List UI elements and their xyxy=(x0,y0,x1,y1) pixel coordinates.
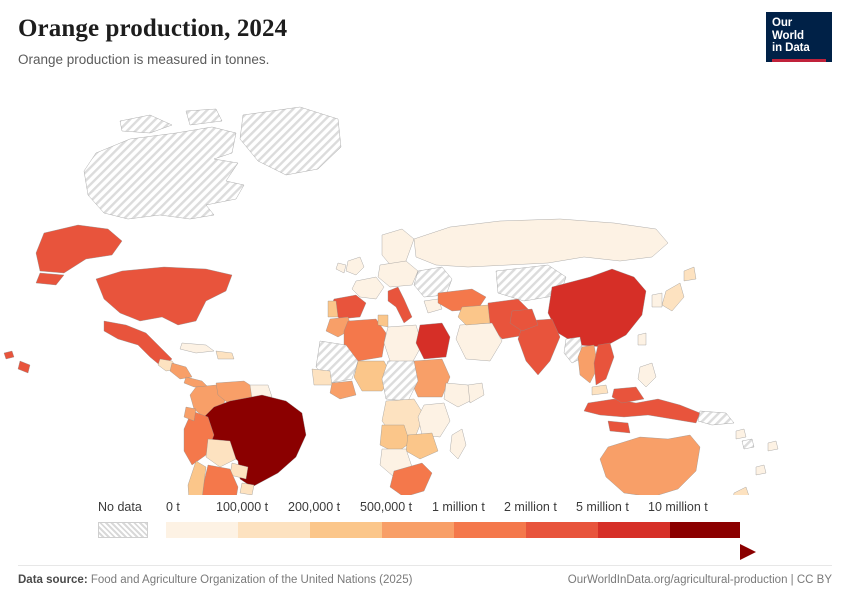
country-germany-poland[interactable] xyxy=(377,260,419,288)
country-algeria[interactable] xyxy=(343,318,387,362)
page-title: Orange production, 2024 xyxy=(18,15,288,42)
legend-label-3: 500,000 t xyxy=(360,500,413,514)
country-costa-rica-panama[interactable] xyxy=(183,376,209,388)
country-india[interactable] xyxy=(517,318,561,376)
country-madagascar[interactable] xyxy=(449,428,467,460)
legend-swatch-5[interactable] xyxy=(526,522,598,538)
page-subtitle: Orange production is measured in tonnes. xyxy=(18,52,270,67)
country-angola[interactable] xyxy=(379,424,411,454)
world-map[interactable] xyxy=(0,95,850,495)
country-pacific-islands-west[interactable] xyxy=(3,350,31,374)
country-thailand[interactable] xyxy=(577,344,599,384)
country-ghana-ivory-coast[interactable] xyxy=(329,380,357,400)
country-png[interactable] xyxy=(697,410,735,426)
country-ecuador[interactable] xyxy=(183,406,197,422)
country-ethiopia[interactable] xyxy=(443,382,475,408)
country-saudi-arabia[interactable] xyxy=(455,322,503,362)
legend-swatch-6[interactable] xyxy=(598,522,670,538)
country-bolivia[interactable] xyxy=(205,438,237,468)
legend-label-1: 100,000 t xyxy=(216,500,269,514)
country-united-states[interactable] xyxy=(35,224,233,326)
chart-footer: Data source: Food and Agriculture Organi… xyxy=(18,574,832,586)
country-somalia[interactable] xyxy=(467,382,485,404)
country-pacific-islands-east[interactable] xyxy=(735,428,779,476)
country-canada[interactable] xyxy=(83,108,245,220)
data-source: Data source: Food and Agriculture Organi… xyxy=(18,574,412,586)
legend-label-no-data: No data xyxy=(98,500,142,514)
legend-swatch-1[interactable] xyxy=(238,522,310,538)
country-zambia-zimbabwe[interactable] xyxy=(405,432,439,460)
country-libya[interactable] xyxy=(383,324,423,364)
country-honduras-nicaragua[interactable] xyxy=(169,362,193,380)
country-malaysia[interactable] xyxy=(591,384,609,396)
logo-accent-bar xyxy=(772,58,826,62)
country-uruguay[interactable] xyxy=(239,482,255,495)
country-greenland[interactable] xyxy=(239,106,342,176)
country-tunisia[interactable] xyxy=(377,314,389,328)
footer-divider xyxy=(18,565,832,566)
data-source-value: Food and Agriculture Organization of the… xyxy=(87,574,413,586)
legend-label-0: 0 t xyxy=(166,500,180,514)
country-south-africa[interactable] xyxy=(389,462,433,495)
country-japan[interactable] xyxy=(661,266,697,312)
country-cuba[interactable] xyxy=(179,342,215,354)
data-source-label: Data source: xyxy=(18,574,88,586)
legend-label-5: 2 million t xyxy=(504,500,557,514)
country-pakistan[interactable] xyxy=(509,308,539,332)
country-antarctica-edge[interactable] xyxy=(741,438,755,450)
country-new-zealand[interactable] xyxy=(732,486,756,495)
legend-arrow-icon xyxy=(740,544,756,560)
country-senegal-guinea[interactable] xyxy=(311,368,333,386)
legend-swatch-0[interactable] xyxy=(166,522,238,538)
map-legend: No data 0 t 100,000 t 200,000 t 500,000 … xyxy=(0,500,850,560)
legend-swatch-3[interactable] xyxy=(382,522,454,538)
legend-label-7: 10 million t xyxy=(648,500,708,514)
country-chad-car[interactable] xyxy=(381,360,419,402)
country-hispaniola[interactable] xyxy=(215,350,235,360)
owid-logo[interactable]: Our World in Data xyxy=(766,12,832,62)
country-greece[interactable] xyxy=(423,298,443,314)
country-korea[interactable] xyxy=(651,292,663,308)
country-italy[interactable] xyxy=(387,286,413,324)
legend-swatch-4[interactable] xyxy=(454,522,526,538)
attribution[interactable]: OurWorldInData.org/agricultural-producti… xyxy=(567,574,832,586)
country-france[interactable] xyxy=(351,276,385,300)
logo-line-2: in Data xyxy=(772,42,810,54)
country-guyanas[interactable] xyxy=(249,384,273,400)
country-russia[interactable] xyxy=(413,218,669,268)
legend-label-6: 5 million t xyxy=(576,500,629,514)
country-kenya-tanzania[interactable] xyxy=(417,402,451,438)
country-indonesia[interactable] xyxy=(583,398,701,434)
country-portugal[interactable] xyxy=(327,300,339,318)
country-chile[interactable] xyxy=(186,460,207,495)
map-svg xyxy=(3,106,779,495)
country-borneo[interactable] xyxy=(611,386,645,404)
legend-label-2: 200,000 t xyxy=(288,500,341,514)
legend-swatch-no-data[interactable] xyxy=(98,522,148,538)
country-scandinavia[interactable] xyxy=(381,228,415,268)
country-australia[interactable] xyxy=(599,434,701,495)
country-iraq-syria[interactable] xyxy=(457,304,491,326)
legend-label-4: 1 million t xyxy=(432,500,485,514)
country-nigeria-niger[interactable] xyxy=(353,360,393,392)
logo-line-1: Our World xyxy=(772,17,804,42)
country-argentina[interactable] xyxy=(198,464,239,495)
country-vietnam[interactable] xyxy=(593,342,615,386)
country-united-kingdom[interactable] xyxy=(335,256,365,276)
legend-swatch-2[interactable] xyxy=(310,522,382,538)
legend-labels: No data 0 t 100,000 t 200,000 t 500,000 … xyxy=(0,500,850,518)
country-egypt[interactable] xyxy=(415,322,451,360)
chart-header: Orange production, 2024 Orange productio… xyxy=(18,14,832,69)
legend-swatch-7[interactable] xyxy=(670,522,740,538)
country-taiwan[interactable] xyxy=(637,332,647,346)
country-philippines[interactable] xyxy=(637,362,657,388)
